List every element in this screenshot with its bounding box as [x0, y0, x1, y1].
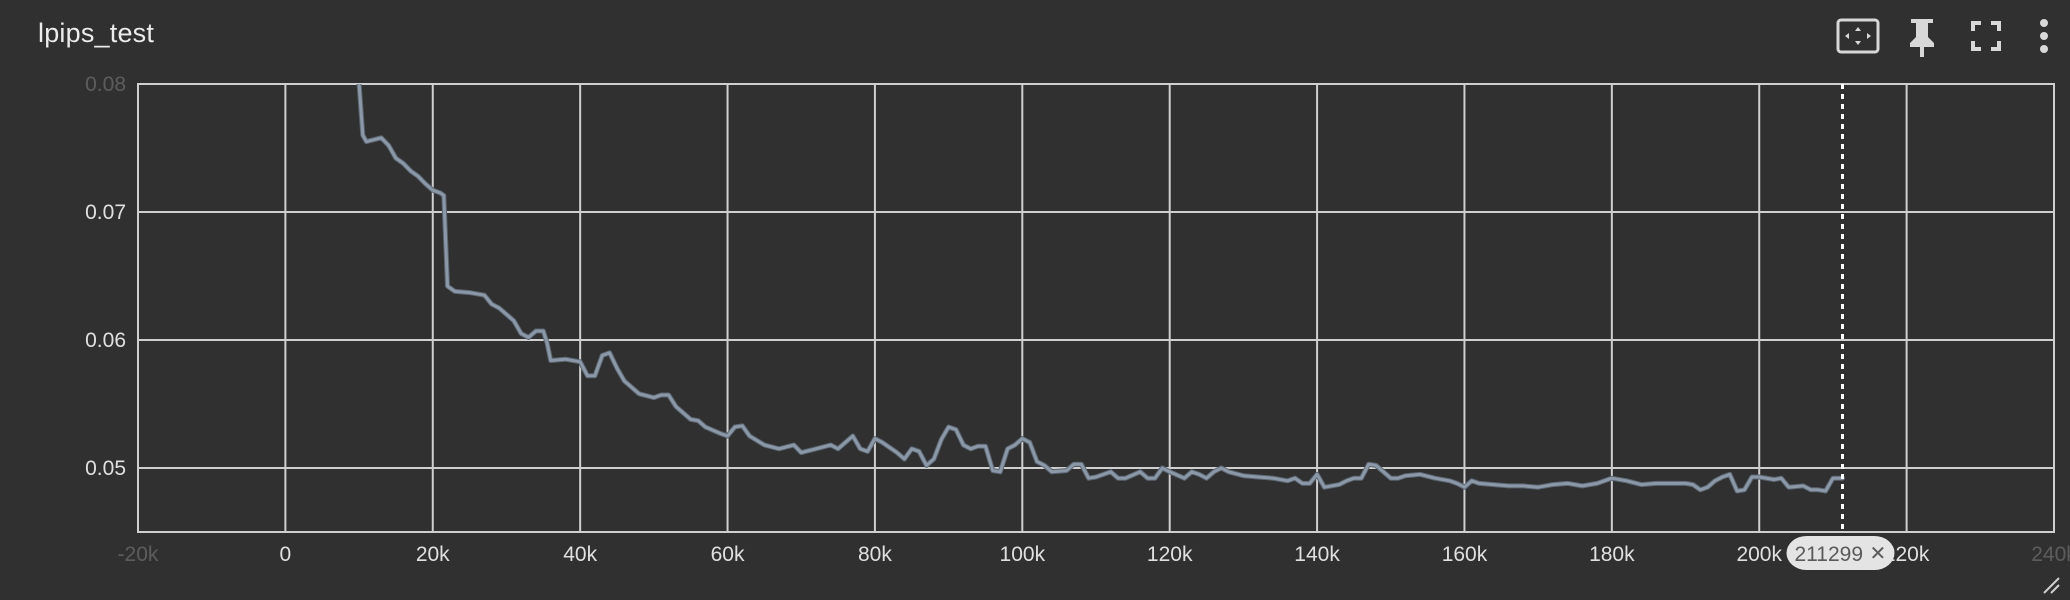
resize-handle-icon[interactable]	[2042, 576, 2060, 594]
x-tick-label: 220k	[1884, 543, 1930, 566]
pin-icon	[1910, 19, 1934, 57]
chart-card: lpips_test	[4, 0, 2070, 600]
step-cursor-value: 211299	[1794, 543, 1863, 566]
x-tick-label: -20k	[118, 543, 159, 566]
fit-domain-button[interactable]	[1832, 12, 1884, 60]
more-vert-icon	[2040, 19, 2048, 53]
x-tick-label: 40k	[563, 543, 597, 566]
x-tick-label: 200k	[1736, 543, 1782, 566]
x-tick-label: 140k	[1294, 543, 1340, 566]
series-line-shadow	[356, 84, 1845, 494]
x-tick-label: 80k	[858, 543, 892, 566]
fullscreen-button[interactable]	[1960, 12, 2012, 60]
fit-domain-icon	[1836, 18, 1880, 54]
y-tick-label: 0.07	[85, 201, 126, 224]
tick-labels: -20k 0 20k 40k 60k 80k 100k 120k 140k 160k 180k 200…	[85, 73, 2070, 566]
x-tick-label: 20k	[416, 543, 450, 566]
chart-grid	[137, 83, 2055, 533]
plot-border	[137, 83, 2055, 533]
x-tick-label: 60k	[711, 543, 745, 566]
chart-title: lpips_test	[38, 18, 155, 48]
step-cursor-chip[interactable]: 211299 ✕	[1786, 536, 1895, 570]
y-tick-label: 0.05	[85, 457, 126, 480]
x-tick-label: 240k	[2031, 543, 2070, 566]
x-tick-label: 120k	[1147, 543, 1193, 566]
y-tick-label: 0.06	[85, 329, 126, 352]
close-icon[interactable]: ✕	[1869, 541, 1886, 565]
x-tick-label: 0	[280, 543, 292, 566]
x-tick-label: 100k	[1000, 543, 1046, 566]
x-tick-label: 180k	[1589, 543, 1635, 566]
y-tick-label: 0.08	[85, 73, 126, 96]
pin-button[interactable]	[1896, 12, 1948, 60]
fullscreen-icon	[1971, 21, 2001, 51]
more-options-button[interactable]	[2018, 12, 2070, 60]
x-tick-label: 160k	[1442, 543, 1488, 566]
series-line	[357, 84, 1844, 493]
